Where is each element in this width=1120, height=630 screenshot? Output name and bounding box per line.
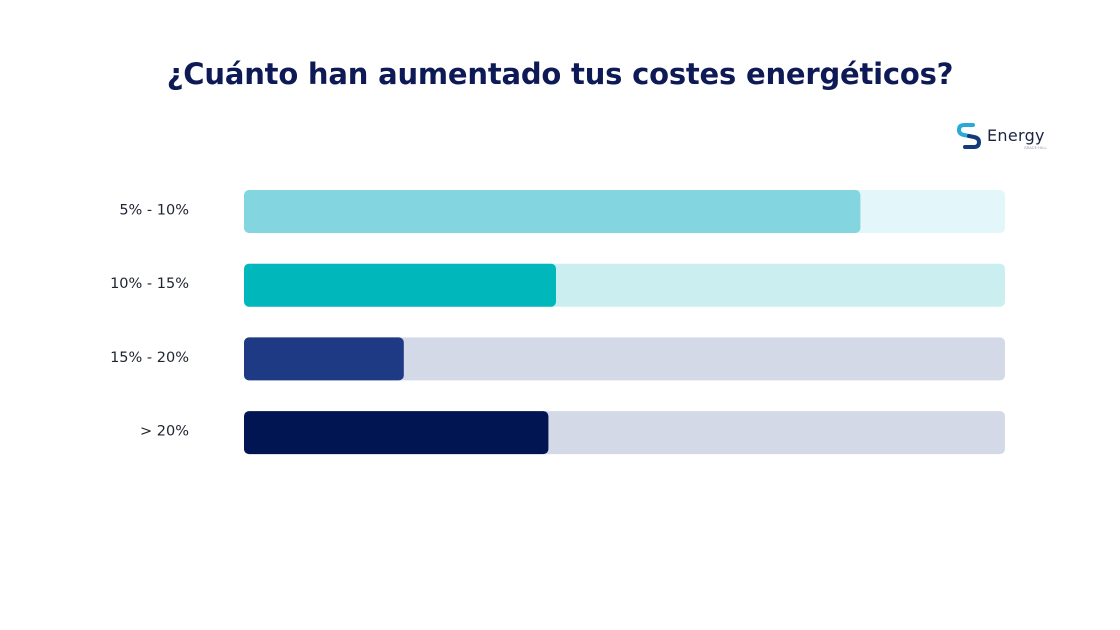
- energy-logo-text: Energy: [987, 126, 1045, 145]
- energy-logo: Energy GRACE HILL: [956, 122, 1066, 156]
- category-label: 15% - 20%: [110, 350, 189, 366]
- bar: [244, 337, 404, 381]
- energy-logo-icon: [956, 123, 982, 149]
- bar-track: [244, 337, 1005, 381]
- category-label: > 20%: [140, 424, 189, 440]
- energy-logo-tagline: GRACE HILL: [1024, 146, 1047, 150]
- bar: [244, 263, 557, 307]
- category-label: 5% - 10%: [119, 203, 189, 219]
- chart-title: ¿Cuánto han aumentado tus costes energét…: [166, 57, 954, 91]
- bar: [244, 190, 861, 233]
- bar: [244, 411, 549, 455]
- category-label: 10% - 15%: [110, 276, 189, 292]
